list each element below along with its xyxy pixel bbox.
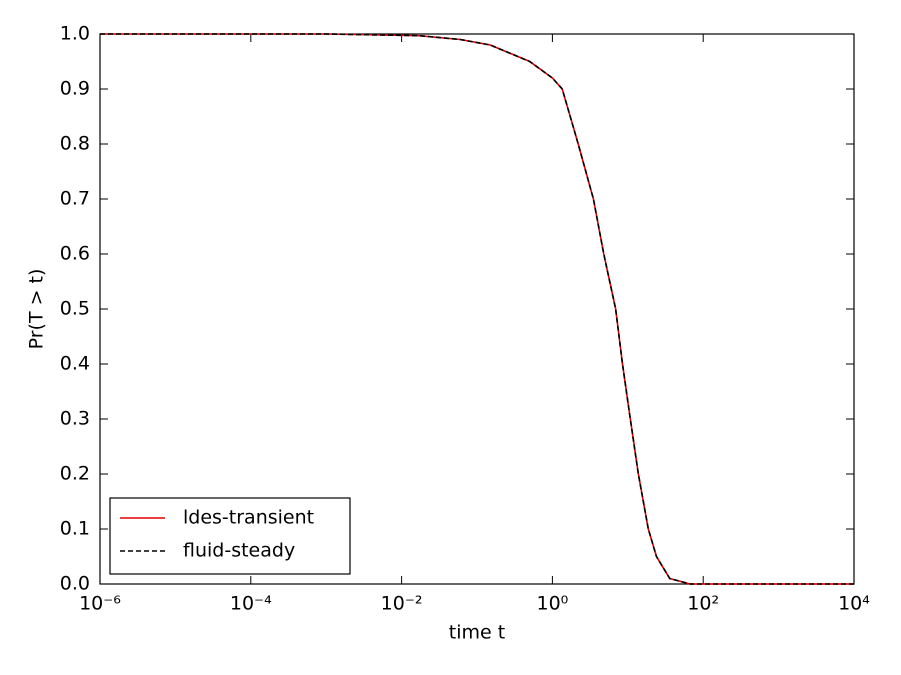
y-tick-label: 0.4 (60, 353, 90, 375)
x-tick-label: 10⁰ (537, 593, 569, 615)
y-axis-label: Pr(T > t) (26, 269, 48, 350)
y-tick-label: 0.3 (60, 408, 90, 430)
x-tick-label: 10² (687, 593, 719, 615)
x-tick-label: 10⁴ (838, 593, 870, 615)
y-tick-label: 0.6 (60, 243, 90, 265)
x-axis-label: time t (449, 622, 505, 644)
series-line (100, 33, 854, 585)
y-tick-label: 1.0 (60, 23, 90, 45)
y-tick-label: 0.2 (60, 463, 90, 485)
y-tick-label: 0.0 (60, 573, 90, 595)
x-tick-label: 10⁻⁴ (230, 593, 272, 615)
y-tick-label: 0.8 (60, 133, 90, 155)
y-tick-label: 0.1 (60, 518, 90, 540)
legend-box (109, 497, 351, 575)
x-tick-label: 10⁻² (381, 593, 423, 615)
y-tick-label: 0.7 (60, 188, 90, 210)
legend-label: ldes-transient (183, 507, 314, 529)
y-tick-label: 0.5 (60, 298, 90, 320)
legend-label: fluid-steady (183, 540, 295, 562)
y-tick-label: 0.9 (60, 78, 90, 100)
x-tick-label: 10⁻⁶ (79, 593, 121, 615)
